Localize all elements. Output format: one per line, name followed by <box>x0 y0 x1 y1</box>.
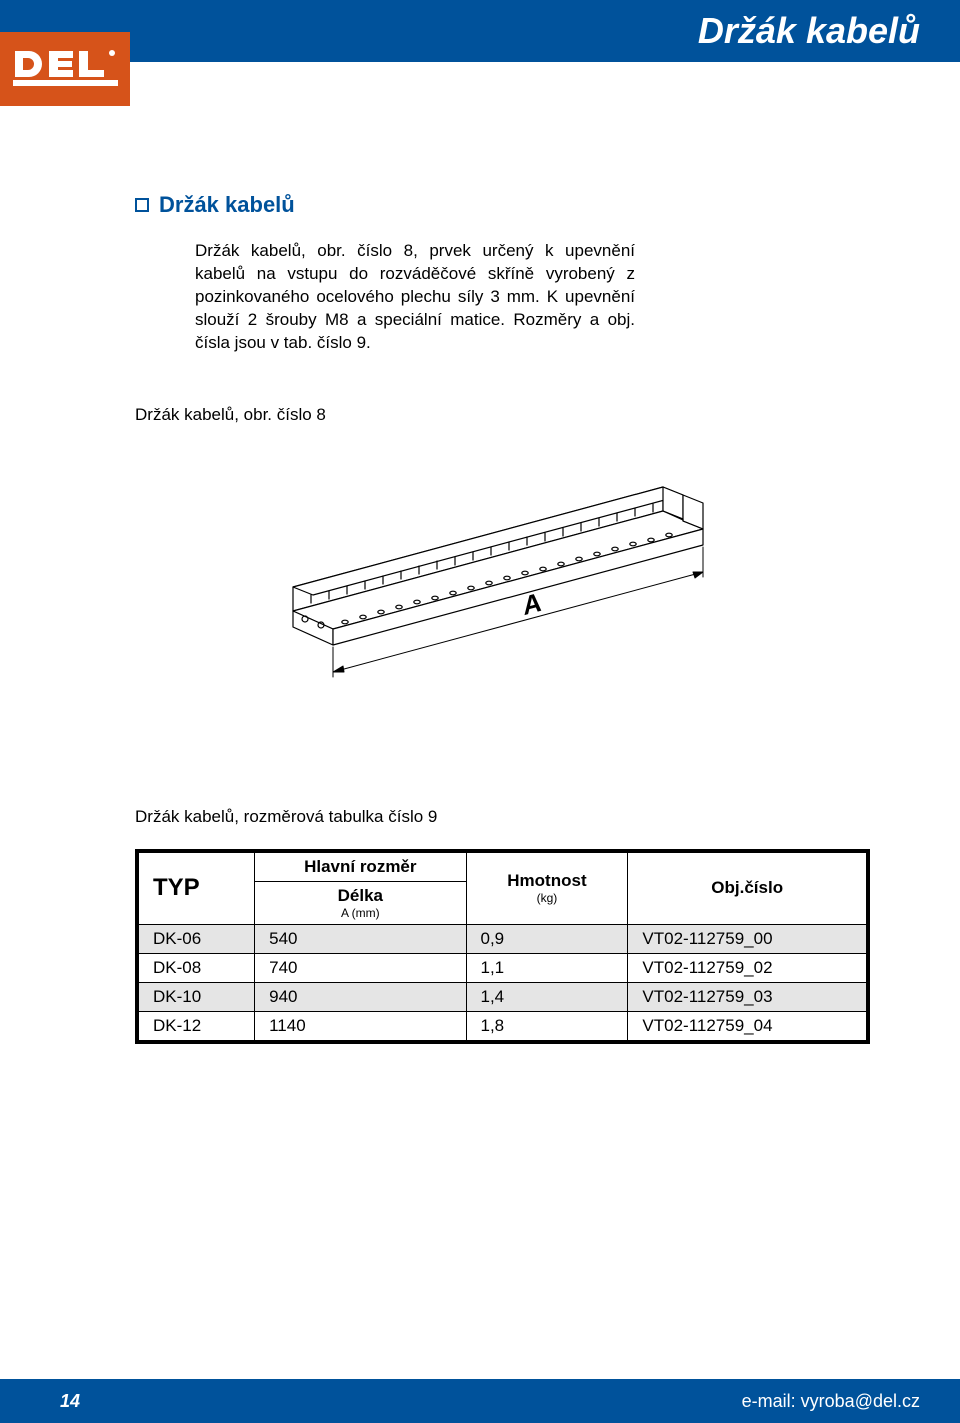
table-9: Držák kabelů, rozměrová tabulka číslo 9 … <box>135 807 870 1044</box>
th-weight-label: Hmotnost <box>507 871 586 890</box>
table-row: DK-087401,1VT02-112759_02 <box>137 953 868 982</box>
th-order: Obj.číslo <box>628 851 868 925</box>
table-cell: 540 <box>255 924 466 953</box>
spec-table: TYP Hlavní rozměr Hmotnost (kg) Obj.čísl… <box>135 849 870 1044</box>
dimension-label: A <box>517 587 544 621</box>
th-dim-unit: A (mm) <box>269 906 451 920</box>
figure-8: Držák kabelů, obr. číslo 8 <box>135 405 870 747</box>
table-cell: DK-06 <box>137 924 255 953</box>
page-footer: 14 e-mail: vyroba@del.cz <box>0 1379 960 1423</box>
table-row: DK-109401,4VT02-112759_03 <box>137 982 868 1011</box>
th-typ: TYP <box>137 851 255 925</box>
table-cell: VT02-112759_03 <box>628 982 868 1011</box>
figure-caption: Držák kabelů, obr. číslo 8 <box>135 405 870 425</box>
table-cell: 1140 <box>255 1011 466 1042</box>
table-cell: 940 <box>255 982 466 1011</box>
section-heading: Držák kabelů <box>135 192 870 218</box>
table-cell: DK-08 <box>137 953 255 982</box>
table-cell: 1,1 <box>466 953 628 982</box>
page-number: 14 <box>60 1391 80 1412</box>
th-dim-group: Hlavní rozměr <box>255 851 466 882</box>
section-body-text: Držák kabelů, obr. číslo 8, prvek určený… <box>195 240 635 355</box>
table-cell: VT02-112759_00 <box>628 924 868 953</box>
th-weight-unit: (kg) <box>481 891 614 905</box>
footer-email: e-mail: vyroba@del.cz <box>742 1391 920 1412</box>
cable-holder-drawing: A <box>233 447 773 747</box>
page-header: Držák kabelů <box>0 0 960 62</box>
table-cell: VT02-112759_02 <box>628 953 868 982</box>
page-content: Držák kabelů Držák kabelů, obr. číslo 8,… <box>0 62 960 1044</box>
page-title: Držák kabelů <box>698 10 920 52</box>
table-cell: DK-10 <box>137 982 255 1011</box>
th-dim-col: Délka A (mm) <box>255 881 466 924</box>
table-cell: VT02-112759_04 <box>628 1011 868 1042</box>
square-bullet-icon <box>135 198 149 212</box>
table-cell: 0,9 <box>466 924 628 953</box>
del-logo-svg <box>13 49 118 89</box>
table-caption: Držák kabelů, rozměrová tabulka číslo 9 <box>135 807 870 827</box>
del-logo <box>0 32 130 106</box>
th-weight: Hmotnost (kg) <box>466 851 628 925</box>
table-row: DK-1211401,8VT02-112759_04 <box>137 1011 868 1042</box>
table-cell: DK-12 <box>137 1011 255 1042</box>
th-dim-label: Délka <box>338 886 383 905</box>
table-cell: 740 <box>255 953 466 982</box>
table-row: DK-065400,9VT02-112759_00 <box>137 924 868 953</box>
table-cell: 1,4 <box>466 982 628 1011</box>
table-cell: 1,8 <box>466 1011 628 1042</box>
section-title: Držák kabelů <box>159 192 295 218</box>
